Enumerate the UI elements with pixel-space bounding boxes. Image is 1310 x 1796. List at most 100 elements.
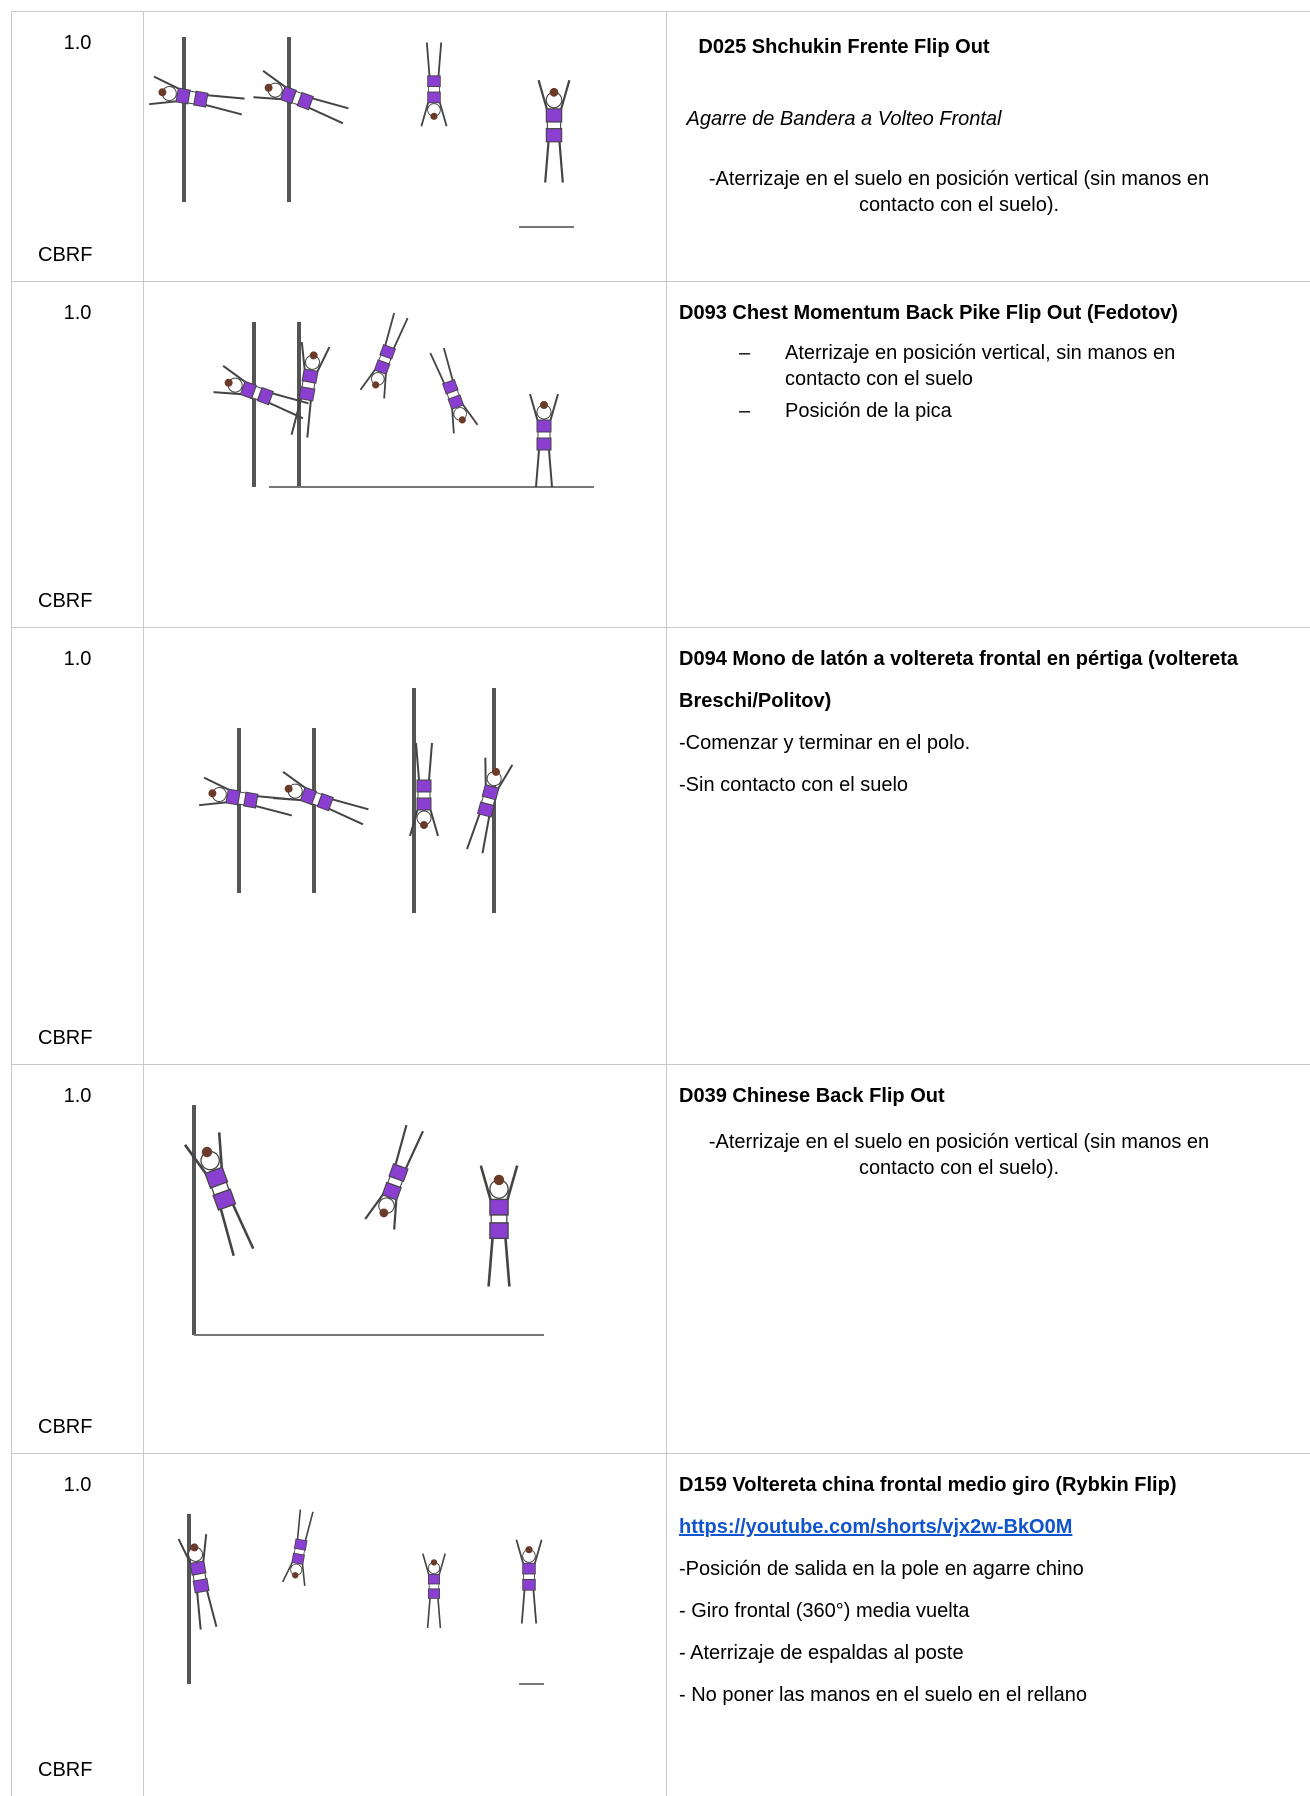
limb xyxy=(207,94,245,100)
limb xyxy=(213,391,243,396)
limb xyxy=(451,407,455,434)
limb xyxy=(332,798,369,811)
limb xyxy=(272,392,309,405)
cell: 1.0 CBRF xyxy=(11,1065,144,1453)
limb xyxy=(384,312,396,346)
limb xyxy=(222,365,248,384)
note: - Giro frontal (360°) media vuelta xyxy=(679,1600,970,1622)
limb xyxy=(328,807,364,826)
link[interactable]: https://youtube.com/shorts/vjx2w-BkO0M xyxy=(679,1516,1073,1538)
figure xyxy=(429,347,479,434)
limb xyxy=(438,1553,446,1577)
figure xyxy=(213,365,309,420)
limb xyxy=(484,757,487,787)
table-row: 1.0 CBRF D025 Shchukin Frente Flip Out Agar… xyxy=(11,11,1310,281)
figure xyxy=(183,1132,255,1257)
figure xyxy=(529,393,559,488)
limb xyxy=(520,1590,526,1624)
illustration xyxy=(149,37,574,228)
hair xyxy=(201,1146,213,1158)
limb xyxy=(304,1511,314,1541)
limb xyxy=(415,742,420,781)
limb xyxy=(202,1534,208,1564)
limb xyxy=(231,1204,255,1250)
outfit xyxy=(536,419,552,433)
limb xyxy=(273,797,303,802)
note: -Comenzar y terminar en el polo. xyxy=(679,732,971,754)
figure xyxy=(420,42,448,127)
limb xyxy=(529,393,539,423)
hair xyxy=(493,1174,505,1186)
skin xyxy=(187,90,197,105)
figure xyxy=(149,75,245,116)
limb xyxy=(481,816,491,854)
limb xyxy=(301,1562,306,1586)
cell: D025 Shchukin Frente Flip Out Agarre de B… xyxy=(667,12,1310,281)
limb xyxy=(428,742,433,781)
hair xyxy=(309,351,318,360)
limb xyxy=(177,1538,193,1566)
table-row: 1.0 CBRF D039 Chinese Back Flip Out -Aterri… xyxy=(11,1064,1310,1453)
limb xyxy=(487,1238,494,1287)
note: -Posición de salida en la pole en agarre… xyxy=(679,1558,1084,1580)
limb xyxy=(364,1192,385,1220)
bullet: Aterrizaje en posición vertical, sin man… xyxy=(739,340,1225,392)
skin xyxy=(291,90,303,106)
outfit xyxy=(545,128,563,143)
skin xyxy=(537,431,551,439)
limb xyxy=(496,764,514,791)
cell xyxy=(144,12,667,281)
cell: D094 Mono de latón a voltereta frontal e… xyxy=(667,628,1310,1064)
outfit xyxy=(416,779,432,793)
cell: D159 Voltereta china frontal medio giro … xyxy=(667,1454,1310,1796)
bullet: Posición de la pica xyxy=(739,398,1225,424)
limb xyxy=(549,393,559,423)
hair xyxy=(549,87,559,97)
figure xyxy=(409,742,439,837)
hair xyxy=(292,1572,299,1579)
title: D159 Voltereta china frontal medio giro … xyxy=(679,1474,1177,1496)
limb xyxy=(281,1560,294,1583)
figure xyxy=(359,312,409,399)
limb xyxy=(544,141,550,183)
limb xyxy=(515,1539,525,1566)
value: 1.0 xyxy=(63,1474,92,1496)
limb xyxy=(394,1124,408,1165)
skin xyxy=(210,1181,230,1196)
hair xyxy=(491,767,500,776)
figure xyxy=(253,70,349,125)
limb xyxy=(262,70,288,89)
limb xyxy=(153,75,181,91)
value: 1.0 xyxy=(63,648,92,670)
limb xyxy=(422,1553,430,1577)
outfit xyxy=(522,1578,536,1591)
limb xyxy=(437,42,443,76)
cell xyxy=(144,282,667,627)
limb xyxy=(429,352,446,384)
limb xyxy=(183,1144,209,1177)
category: CBRF xyxy=(38,1027,93,1049)
hair xyxy=(372,381,380,389)
cell xyxy=(144,1065,667,1453)
limb xyxy=(505,1165,519,1203)
limb xyxy=(300,342,306,372)
figure xyxy=(273,771,369,826)
note: -Aterrizaje en el suelo en posición vert… xyxy=(708,168,1210,216)
table-row: 1.0 CBRF D094 Mono de latón a voltereta fr… xyxy=(11,627,1310,1064)
note: - No poner las manos en el suelo en el r… xyxy=(679,1684,1088,1706)
skin xyxy=(446,389,460,400)
limb xyxy=(196,1592,202,1630)
limb xyxy=(206,1590,218,1628)
limb xyxy=(558,141,564,183)
figure xyxy=(364,1124,424,1230)
skin xyxy=(546,121,562,130)
limb xyxy=(312,97,349,110)
limb xyxy=(409,807,419,837)
limb xyxy=(253,96,283,101)
limb xyxy=(306,400,312,438)
outfit xyxy=(427,91,441,104)
table: 1.0 CBRF D025 Shchukin Frente Flip Out Agar… xyxy=(11,11,1310,1796)
figure xyxy=(290,342,331,438)
skin xyxy=(387,1175,404,1188)
figure xyxy=(537,79,571,183)
